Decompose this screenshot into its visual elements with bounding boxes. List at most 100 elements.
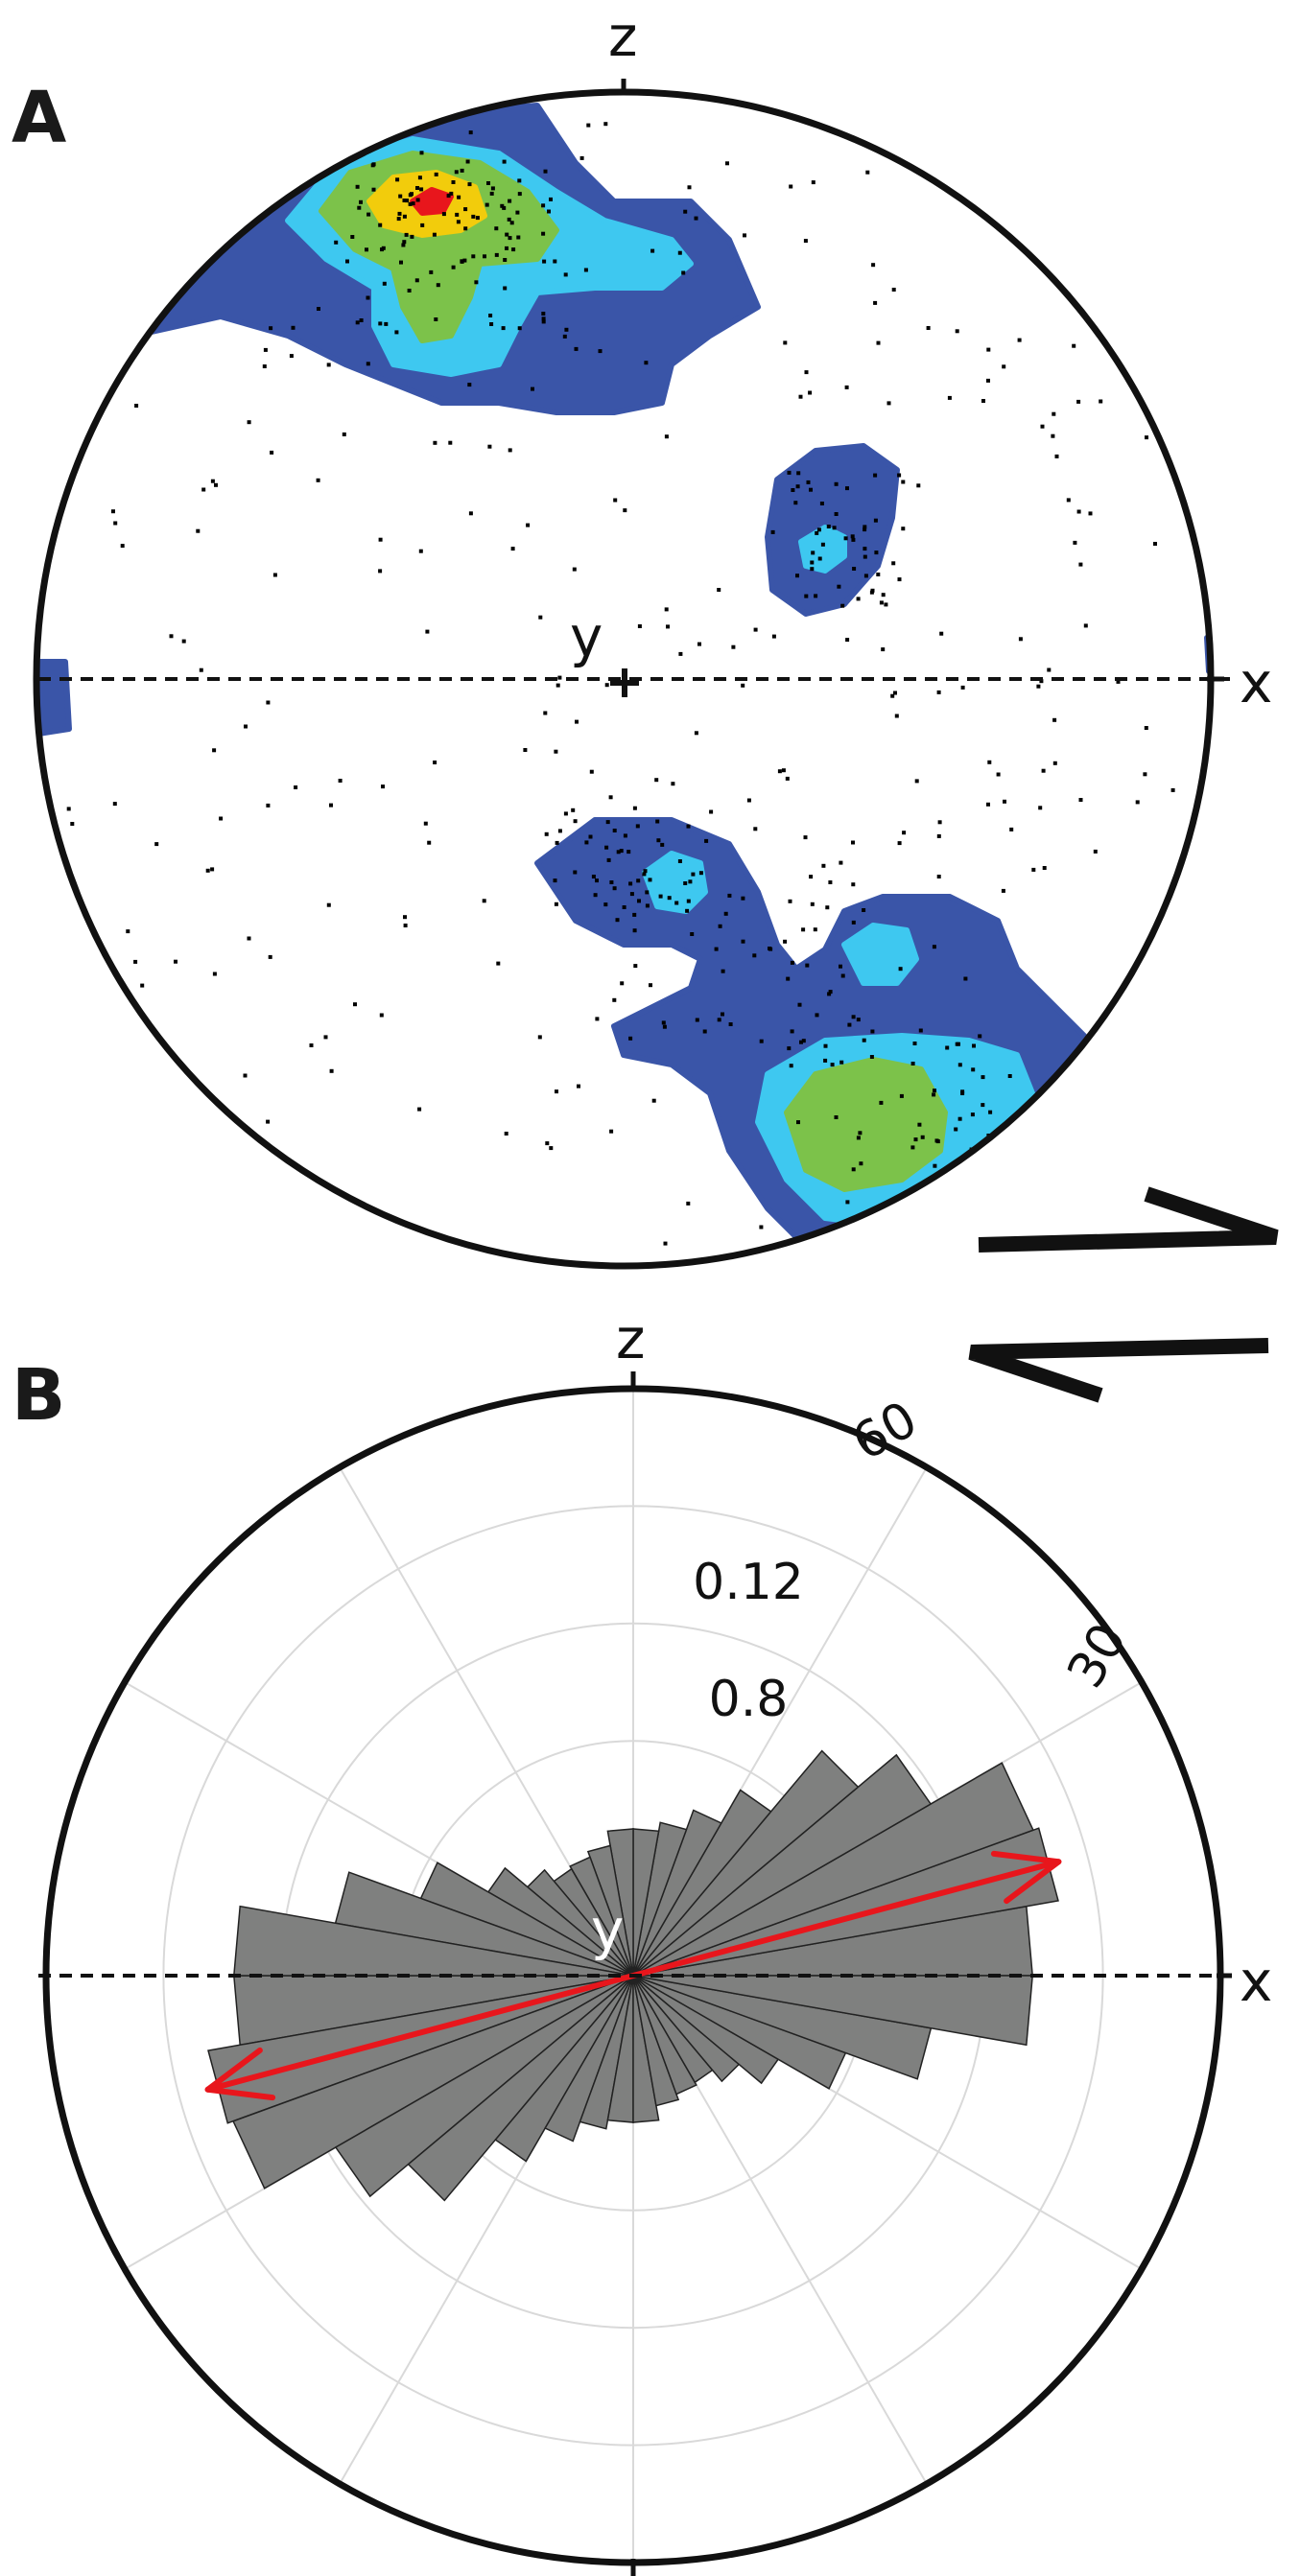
- pole-point: [656, 838, 661, 843]
- pole-point: [467, 383, 472, 387]
- pole-point: [845, 638, 850, 643]
- pole-point: [677, 250, 682, 255]
- pole-point: [1009, 827, 1014, 831]
- pole-point: [379, 1013, 384, 1018]
- pole-point: [916, 483, 921, 488]
- pole-point: [813, 927, 817, 932]
- pole-point: [463, 207, 468, 212]
- pole-point: [549, 1146, 554, 1151]
- arrow-head-stroke: [1004, 1859, 1062, 1905]
- pole-point: [721, 969, 725, 973]
- pole-point: [509, 221, 514, 225]
- pole-point: [963, 976, 968, 981]
- pole-point: [856, 1136, 861, 1140]
- pole-point: [986, 378, 990, 383]
- pole-point: [798, 394, 803, 399]
- pole-point: [649, 983, 652, 988]
- pole-point: [272, 573, 277, 577]
- pole-point: [366, 362, 370, 366]
- pole-point: [863, 527, 867, 532]
- pole-point: [1018, 637, 1023, 642]
- pole-point: [814, 594, 818, 598]
- pole-point: [856, 1018, 861, 1022]
- pole-point: [572, 567, 577, 572]
- pole-point: [873, 300, 878, 305]
- pole-point: [1145, 435, 1148, 440]
- pole-point: [980, 1149, 984, 1153]
- pole-point: [541, 203, 546, 208]
- pole-point: [914, 779, 919, 784]
- pole-point: [697, 642, 701, 646]
- pole-point: [1007, 1074, 1012, 1078]
- pole-point: [688, 879, 693, 884]
- pole-point: [402, 240, 407, 245]
- pole-point: [508, 448, 512, 453]
- pole-point: [879, 600, 884, 605]
- pole-point: [201, 487, 206, 492]
- pole-point: [795, 484, 800, 489]
- pole-point: [542, 259, 547, 264]
- pole-point: [586, 123, 591, 128]
- pole-point: [890, 693, 895, 698]
- contour-region: [36, 659, 72, 737]
- pole-point: [981, 1075, 985, 1080]
- pole-point: [606, 857, 611, 862]
- pole-point: [709, 809, 714, 814]
- pole-point: [845, 486, 849, 491]
- pole-point: [554, 902, 558, 906]
- pole-point: [140, 983, 145, 988]
- pole-point: [1135, 800, 1140, 805]
- pole-point: [615, 918, 620, 923]
- pole-point: [1088, 511, 1093, 516]
- pole-point: [371, 187, 376, 192]
- pole-point: [902, 831, 907, 835]
- pole-point: [485, 202, 489, 207]
- pole-point: [622, 905, 626, 909]
- pole-point: [219, 816, 224, 821]
- pole-point: [628, 1036, 633, 1041]
- pole-point: [408, 201, 413, 206]
- pole-point: [686, 824, 691, 829]
- pole-point: [448, 440, 453, 445]
- pole-point: [507, 217, 511, 222]
- pole-point: [753, 827, 758, 831]
- pole-point: [810, 560, 815, 565]
- pole-point: [494, 252, 499, 257]
- pole-point: [664, 434, 669, 439]
- pole-point: [563, 811, 568, 816]
- pole-point: [988, 1110, 993, 1114]
- pole-point: [456, 220, 461, 224]
- pole-point: [396, 217, 401, 222]
- pole-point: [515, 210, 520, 215]
- pole-point: [408, 193, 413, 198]
- pole-point: [988, 1146, 993, 1151]
- pole-point: [789, 1064, 793, 1068]
- pole-point: [783, 939, 788, 944]
- pole-point: [815, 530, 819, 535]
- pole-point: [939, 631, 944, 636]
- pole-point: [70, 822, 75, 826]
- pole-point: [960, 685, 965, 690]
- pole-point: [403, 915, 407, 920]
- pole-point: [847, 1022, 852, 1027]
- pole-point: [504, 1132, 508, 1136]
- pole-point: [917, 1122, 922, 1127]
- pole-point: [768, 947, 771, 950]
- pole-point: [508, 199, 512, 203]
- pole-point: [523, 748, 528, 752]
- pole-point: [658, 894, 663, 899]
- pole-point: [268, 954, 272, 959]
- pole-point: [401, 243, 406, 247]
- pole-point: [468, 511, 473, 516]
- pole-point: [714, 947, 719, 951]
- pole-point: [629, 892, 634, 897]
- pole-point: [678, 651, 683, 656]
- pole-point: [317, 307, 320, 311]
- pole-point: [604, 845, 609, 850]
- pole-point: [970, 1112, 975, 1117]
- pole-point: [828, 990, 833, 995]
- pole-point: [936, 875, 941, 878]
- pole-point: [603, 122, 608, 127]
- pole-point: [537, 1035, 542, 1040]
- pole-point: [637, 624, 642, 628]
